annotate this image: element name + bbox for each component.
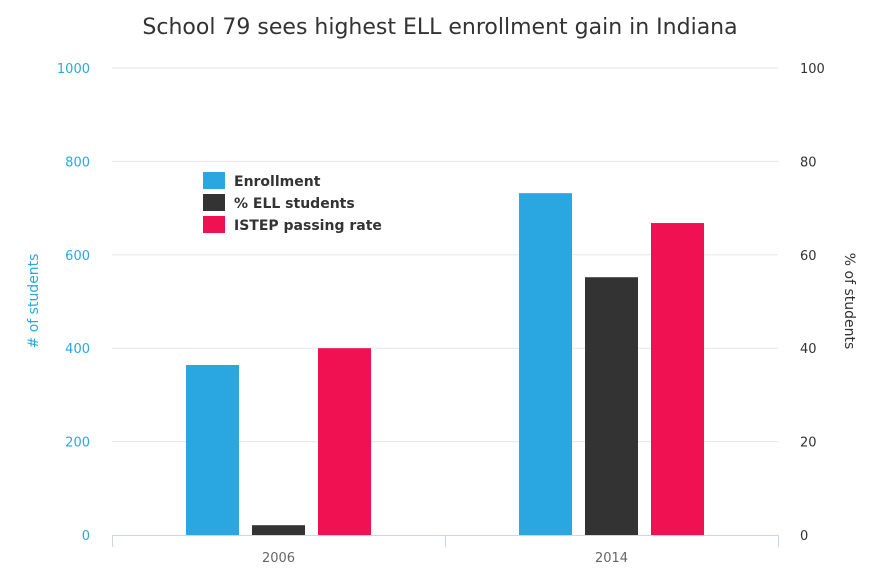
legend-item[interactable]: ISTEP passing rate xyxy=(203,216,382,234)
bar-istep-passing-rate-2006[interactable] xyxy=(318,348,371,535)
legend[interactable]: Enrollment % ELL students ISTEP passing ra… xyxy=(192,164,410,240)
legend-item[interactable]: Enrollment xyxy=(203,172,321,190)
left-tick-label: 1000 xyxy=(57,62,90,77)
x-tick-label: 2006 xyxy=(262,551,295,566)
legend-label: % ELL students xyxy=(234,196,355,212)
x-tick-label: 2014 xyxy=(595,551,628,566)
right-tick-label: 100 xyxy=(800,62,825,77)
bar-istep-passing-rate-2014[interactable] xyxy=(651,223,704,535)
left-tick-label: 0 xyxy=(82,529,90,544)
right-tick-label: 80 xyxy=(800,155,817,170)
bar-enrollment-2014[interactable] xyxy=(519,193,572,535)
right-tick-label: 60 xyxy=(800,249,817,264)
legend-label: Enrollment xyxy=(234,174,321,190)
x-axis: 2006 2014 xyxy=(112,535,779,566)
legend-swatch xyxy=(203,216,225,233)
right-tick-label: 20 xyxy=(800,436,817,451)
legend-item[interactable]: % ELL students xyxy=(203,194,355,212)
left-tick-label: 800 xyxy=(65,155,90,170)
left-axis: 0 200 400 600 800 1000 xyxy=(57,62,90,544)
left-tick-label: 200 xyxy=(65,436,90,451)
left-tick-label: 600 xyxy=(65,249,90,264)
bar-ell-students-2014[interactable] xyxy=(585,277,638,535)
right-tick-label: 0 xyxy=(800,529,808,544)
legend-swatch xyxy=(203,194,225,211)
legend-background xyxy=(192,164,410,240)
right-axis: 0 20 40 60 80 100 xyxy=(800,62,825,544)
right-axis-title: % of students xyxy=(841,253,857,350)
legend-label: ISTEP passing rate xyxy=(234,218,382,234)
legend-swatch xyxy=(203,172,225,189)
chart-title: School 79 sees highest ELL enrollment ga… xyxy=(142,15,737,40)
bar-ell-students-2006[interactable] xyxy=(252,525,305,535)
bars xyxy=(186,193,704,535)
bar-enrollment-2006[interactable] xyxy=(186,365,239,535)
left-axis-title: # of students xyxy=(26,254,42,349)
right-tick-label: 40 xyxy=(800,342,817,357)
left-tick-label: 400 xyxy=(65,342,90,357)
